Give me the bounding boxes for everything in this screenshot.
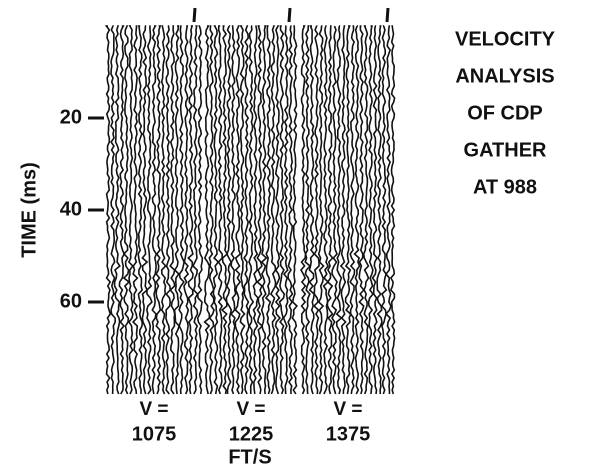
- seismic-trace: [110, 25, 117, 395]
- seismic-trace: [169, 25, 176, 395]
- seismic-trace: [300, 25, 307, 395]
- seismic-trace: [234, 25, 242, 395]
- seismic-trace: [217, 25, 224, 395]
- seismic-trace: [349, 25, 356, 395]
- velocity-label: 1225: [229, 423, 274, 445]
- top-marker: [385, 7, 390, 23]
- seismic-trace: [389, 25, 396, 395]
- seismic-trace: [187, 25, 194, 395]
- seismic-trace: [362, 25, 370, 395]
- velocity-label: 1075: [132, 423, 177, 445]
- seismic-trace: [260, 25, 268, 395]
- seismic-trace: [178, 25, 185, 395]
- seismic-trace: [282, 25, 289, 395]
- title-line: ANALYSIS: [455, 65, 554, 87]
- top-marker: [192, 7, 197, 23]
- seismic-trace: [385, 25, 392, 395]
- seismic-trace: [127, 25, 134, 395]
- seismic-trace: [308, 25, 316, 395]
- seismic-trace: [203, 25, 211, 395]
- x-axis-label: FT/S: [228, 446, 271, 468]
- seismic-trace: [322, 25, 330, 395]
- seismic-trace: [376, 25, 383, 395]
- seismic-trace: [304, 25, 312, 395]
- seismic-trace: [344, 25, 352, 395]
- panel-label: V =: [139, 399, 168, 420]
- seismic-trace: [269, 25, 277, 395]
- seismic-trace: [256, 25, 264, 395]
- seismic-trace: [326, 25, 334, 395]
- seismic-trace: [165, 25, 172, 395]
- seismic-trace: [335, 25, 343, 395]
- seismic-trace: [380, 25, 388, 395]
- seismic-trace: [287, 25, 294, 395]
- seismic-trace: [312, 25, 320, 395]
- seismic-trace: [196, 25, 204, 395]
- seismic-trace: [220, 25, 229, 395]
- seismic-trace: [160, 25, 167, 395]
- seismic-trace: [367, 25, 375, 395]
- seismic-trace: [247, 25, 255, 395]
- seismic-trace: [278, 25, 286, 395]
- y-axis-label: TIME (ms): [18, 162, 40, 258]
- y-tick-label: 60: [60, 290, 82, 312]
- seismic-trace: [212, 25, 220, 395]
- seismic-trace: [173, 25, 181, 395]
- y-tick-label: 20: [60, 106, 82, 128]
- seismic-trace: [243, 25, 250, 395]
- seismic-trace: [118, 25, 126, 395]
- title-line: GATHER: [464, 139, 548, 161]
- seismic-trace: [230, 25, 237, 395]
- seismic-trace: [371, 25, 378, 395]
- velocity-label: 1375: [326, 423, 371, 445]
- seismic-trace: [358, 25, 365, 395]
- panel-label: V =: [236, 399, 265, 420]
- seismic-trace: [252, 25, 259, 395]
- seismic-trace: [137, 25, 144, 395]
- title-line: VELOCITY: [455, 28, 556, 50]
- seismic-trace: [113, 25, 121, 395]
- seismic-trace: [155, 25, 162, 395]
- y-tick-label: 40: [60, 198, 82, 220]
- seismic-trace: [192, 25, 199, 395]
- seismic-trace: [141, 25, 149, 395]
- seismic-trace: [331, 25, 338, 395]
- seismic-trace: [317, 25, 325, 395]
- seismic-trace: [104, 25, 112, 395]
- seismic-trace: [151, 25, 158, 395]
- seismic-trace: [274, 25, 281, 395]
- seismic-trace: [353, 25, 361, 395]
- seismic-trace: [339, 25, 347, 395]
- panel-label: V =: [333, 399, 362, 420]
- seismic-trace: [122, 25, 131, 395]
- title-line: OF CDP: [467, 102, 543, 124]
- top-marker: [287, 7, 292, 23]
- seismic-trace: [145, 25, 153, 395]
- seismic-trace: [208, 25, 215, 395]
- seismic-trace: [131, 25, 139, 395]
- seismic-trace: [225, 25, 233, 395]
- seismic-trace: [183, 25, 190, 395]
- seismic-trace: [239, 25, 246, 395]
- seismic-trace: [291, 25, 298, 395]
- title-line: AT 988: [473, 176, 537, 198]
- seismic-trace: [264, 25, 272, 395]
